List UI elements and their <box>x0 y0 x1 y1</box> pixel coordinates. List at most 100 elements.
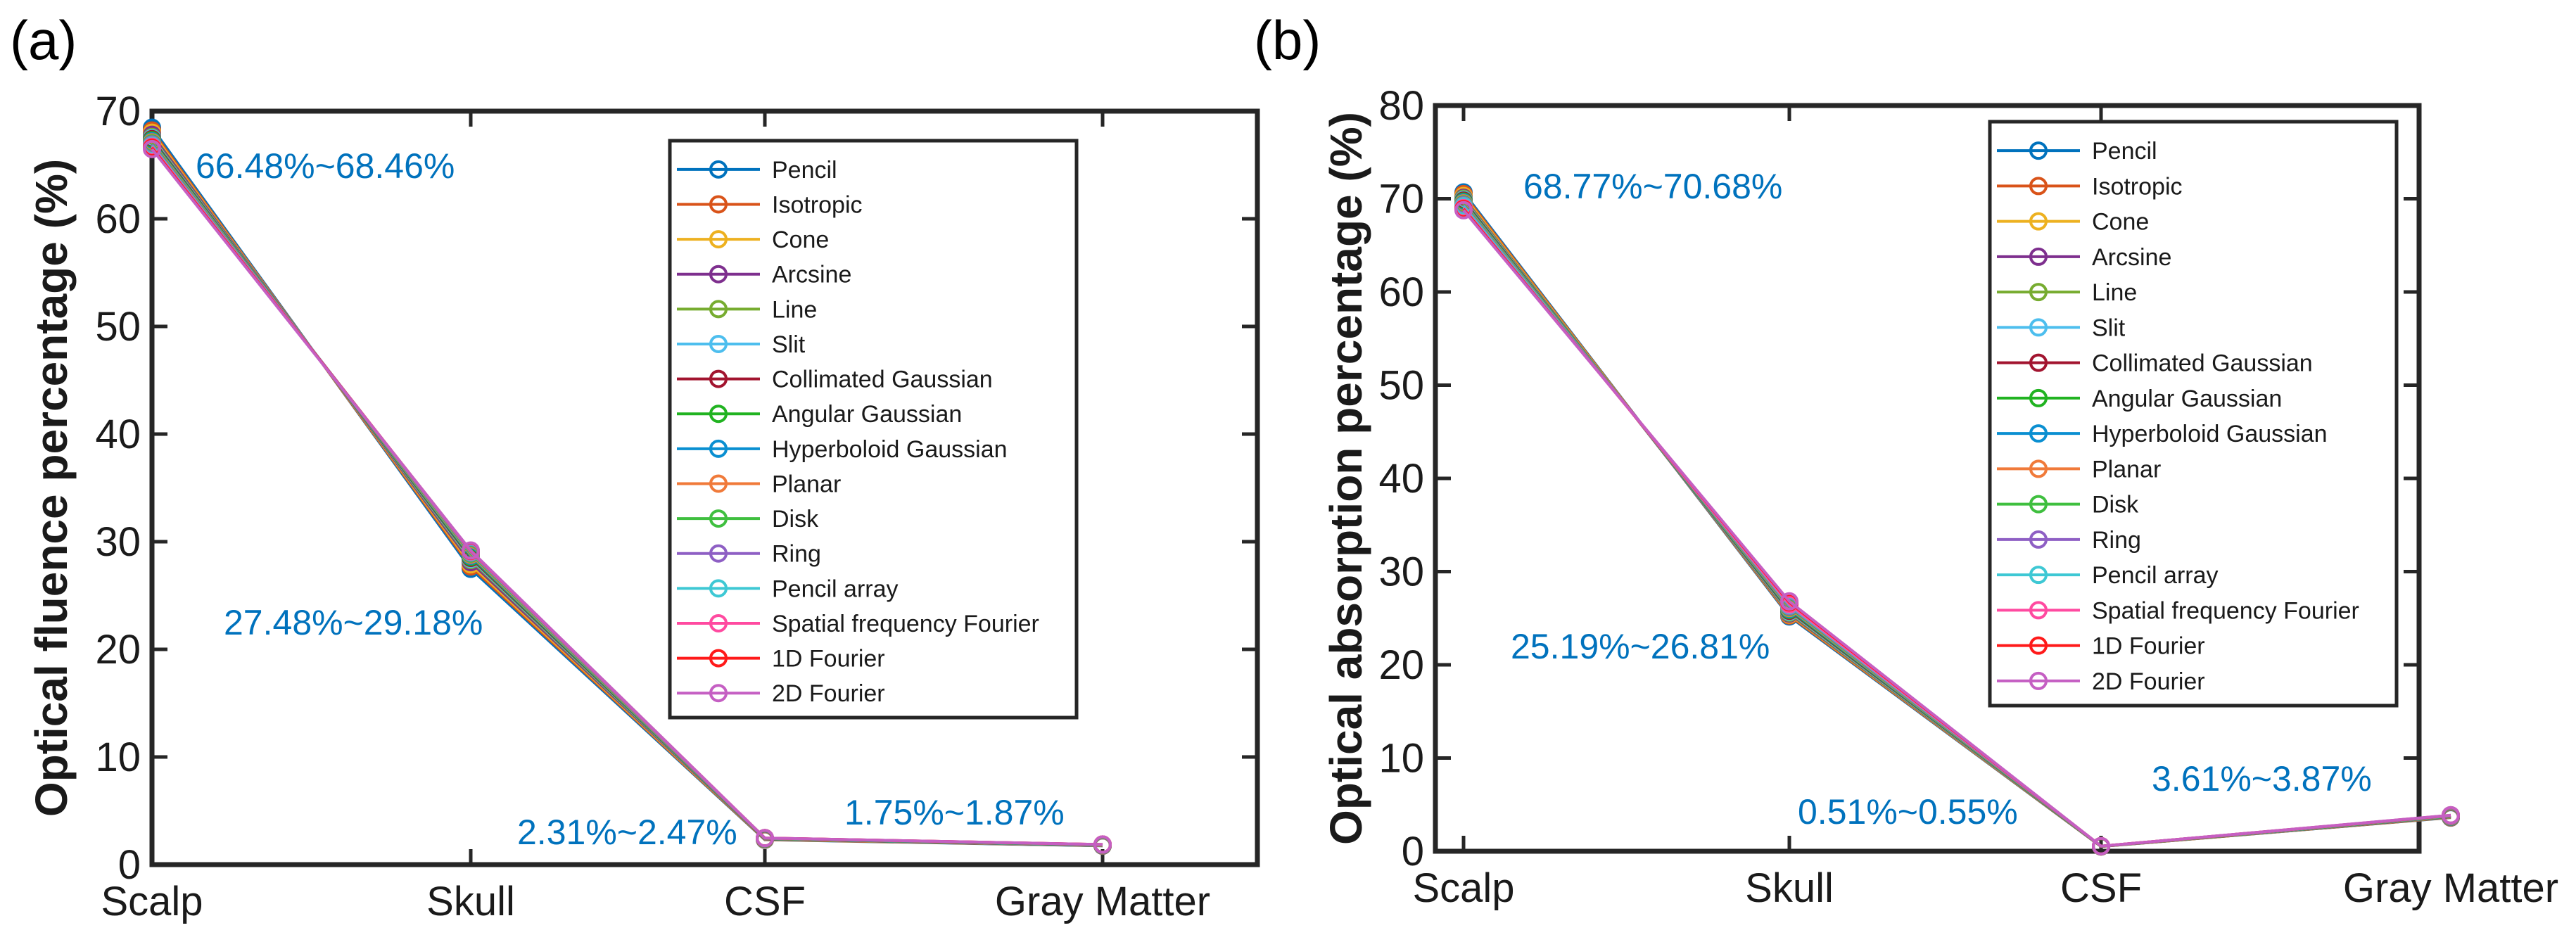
legend-marker <box>709 544 728 563</box>
legend-marker <box>2029 530 2048 549</box>
legend-marker <box>2029 636 2048 655</box>
legend-marker <box>2029 424 2048 443</box>
legend-marker <box>2029 247 2048 266</box>
legend-label: Arcsine <box>2092 244 2171 271</box>
legend-label: Hyperboloid Gaussian <box>772 436 1008 463</box>
range-annotation: 27.48%~29.18% <box>224 603 483 642</box>
y-tick-label: 40 <box>95 412 141 457</box>
y-tick-label: 30 <box>95 519 141 565</box>
series-line <box>1462 209 2451 848</box>
data-point <box>2442 806 2460 825</box>
legend-marker <box>2029 177 2048 196</box>
legend-label: 2D Fourier <box>772 680 885 707</box>
y-tick-label: 50 <box>95 304 141 350</box>
legend-marker <box>709 300 728 319</box>
x-tick-label: Skull <box>426 879 515 924</box>
data-point <box>462 541 480 560</box>
legend-label: Pencil <box>2092 138 2157 165</box>
range-annotation: 3.61%~3.87% <box>2152 759 2372 798</box>
legend-label: Pencil <box>772 157 837 184</box>
series-line <box>151 148 1103 846</box>
y-tick-label: 0 <box>118 842 141 888</box>
legend-label: Pencil array <box>2092 562 2219 589</box>
panel-a: (a) 0 10 20 30 40 50 60 70 Scalp Skull CSF Gray Matt… <box>10 9 1260 924</box>
legend-label: Planar <box>772 471 841 497</box>
range-annotation: 66.48%~68.46% <box>196 146 455 186</box>
legend-marker <box>709 195 728 214</box>
legend-marker <box>2029 459 2048 478</box>
plot-frame <box>149 108 1260 867</box>
legend-marker <box>709 509 728 528</box>
x-tick-label: Gray Matter <box>2343 865 2558 911</box>
x-tick-label: CSF <box>2060 865 2142 911</box>
legend-label: Isotropic <box>2092 173 2183 200</box>
legend-marker <box>709 579 728 598</box>
data-point <box>2092 836 2110 855</box>
legend-marker <box>2029 495 2048 514</box>
legend: Pencil Isotropic Cone Arcsine Line Slit Collim… <box>668 139 1079 720</box>
legend-marker <box>2029 318 2048 337</box>
legend-marker <box>709 265 728 284</box>
legend-label: Disk <box>2092 492 2139 518</box>
y-tick-label: 20 <box>1378 642 1424 688</box>
y-axis-label: Optical fluence percentage (%) <box>26 159 77 817</box>
legend-marker <box>709 649 728 668</box>
y-tick-label: 30 <box>1378 549 1424 595</box>
legend-label: Cone <box>772 227 829 253</box>
y-tick-label: 10 <box>95 734 141 780</box>
panel-label: (a) <box>10 9 77 71</box>
panel-b: (b) 0 10 20 30 40 50 60 70 80 Scalp Skull CSF Gray Ma… <box>1254 9 2558 911</box>
legend-marker <box>709 230 728 249</box>
legend-label: Slit <box>2092 314 2126 341</box>
y-tick-label: 70 <box>1378 177 1424 222</box>
y-tick-label: 60 <box>95 196 141 242</box>
legend-label: Spatial frequency Fourier <box>2092 597 2359 624</box>
range-annotation: 1.75%~1.87% <box>844 793 1065 832</box>
legend-marker <box>709 474 728 493</box>
legend-label: Pencil array <box>772 575 899 602</box>
range-annotation: 68.77%~70.68% <box>1523 167 1782 206</box>
legend-box <box>1988 120 2399 708</box>
x-tick-label: Gray Matter <box>995 879 1210 924</box>
legend-label: 2D Fourier <box>2092 668 2205 695</box>
legend-label: Ring <box>772 541 821 568</box>
legend-label: Spatial frequency Fourier <box>772 611 1039 637</box>
legend-marker <box>2029 566 2048 585</box>
legend-marker <box>709 369 728 388</box>
legend-marker <box>2029 141 2048 160</box>
legend-label: 1D Fourier <box>2092 633 2205 660</box>
legend-marker <box>2029 212 2048 231</box>
data-point <box>1780 592 1798 611</box>
data-point <box>1093 835 1112 854</box>
x-tick-label: Scalp <box>101 879 203 924</box>
data-point <box>1454 201 1473 219</box>
legend-box <box>668 139 1079 720</box>
legend-marker <box>2029 671 2048 690</box>
data-point <box>756 829 774 848</box>
legend-label: Hyperboloid Gaussian <box>2092 421 2328 447</box>
y-tick-label: 70 <box>95 89 141 134</box>
legend-marker <box>709 684 728 703</box>
series-15 <box>143 139 1112 854</box>
y-tick-label: 0 <box>1402 829 1424 874</box>
legend-marker <box>709 439 728 458</box>
y-tick-label: 20 <box>95 627 141 673</box>
legend-marker <box>709 405 728 424</box>
legend-marker <box>709 334 728 353</box>
legend-label: Disk <box>772 506 819 533</box>
legend-marker <box>2029 601 2048 620</box>
legend-label: Angular Gaussian <box>772 401 962 428</box>
legend-marker <box>2029 353 2048 372</box>
data-point <box>143 139 161 158</box>
legend-marker <box>709 160 728 179</box>
legend-marker <box>2029 283 2048 302</box>
legend-label: Planar <box>2092 456 2161 483</box>
legend-label: Cone <box>2092 209 2149 236</box>
x-tick-label: CSF <box>724 879 806 924</box>
legend-marker <box>2029 388 2048 407</box>
legend-marker <box>709 613 728 632</box>
y-axis-label: Optical absorption percentage (%) <box>1321 112 1371 845</box>
legend-label: Ring <box>2092 527 2141 554</box>
y-tick-label: 10 <box>1378 736 1424 782</box>
legend-label: Angular Gaussian <box>2092 386 2282 412</box>
